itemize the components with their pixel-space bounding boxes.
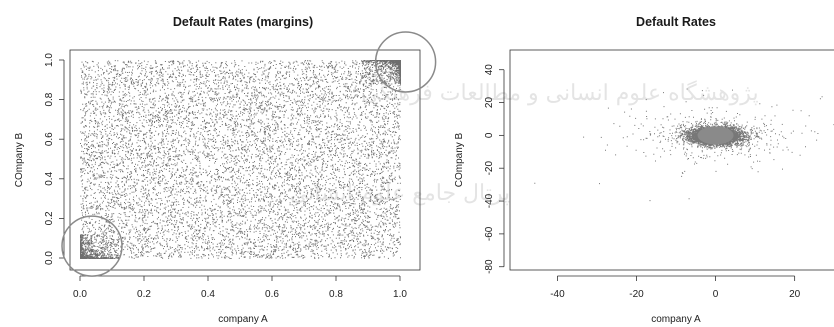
right-y-tick-label: 0 [484,132,495,138]
left-y-axis: 0.0 0.2 0.4 0.6 0.8 1.0 [44,53,65,265]
left-scatter-point-cloud [80,60,401,259]
right-x-axis-label: company A [651,314,701,325]
highlight-circle [374,31,437,93]
right-y-tick-label: 20 [484,97,495,109]
left-x-axis: 0.0 0.2 0.4 0.6 0.8 1.0 [73,275,407,300]
left-chart: Default Rates (margins) 0.0 0.2 0.4 0.6 0.8 1… [14,15,437,325]
right-y-tick-label: 40 [484,64,495,76]
right-y-tick-label: -60 [484,226,495,241]
left-x-tick-label: 0.8 [329,289,343,300]
right-plot-frame [509,49,834,271]
left-x-tick-label: 0.0 [73,289,87,300]
highlight-circle [61,215,123,277]
right-x-tick-label: -20 [629,289,644,300]
watermark: پژوهشگاه علوم انسانی و مطالعات فرهنگی پر… [290,80,759,206]
right-chart: Default Rates -40 -20 0 20 40 20 0 -20 -40 -60 -8… [454,15,834,325]
right-chart-title: Default Rates [636,15,716,29]
right-x-tick-label: 20 [789,289,801,300]
right-scatter-points [534,88,834,202]
left-y-tick-label: 0.0 [44,251,55,265]
right-scatter-point-cloud [534,88,834,202]
left-y-tick-label: 0.4 [44,171,55,185]
right-dense-cluster [697,126,734,145]
right-x-tick-label: -40 [550,289,565,300]
left-y-tick-label: 0.8 [44,92,55,106]
left-x-tick-label: 0.2 [137,289,151,300]
left-chart-title: Default Rates (margins) [173,15,313,29]
left-plot-frame [69,49,421,271]
left-scatter-points [80,60,401,259]
left-highlight-circles [61,31,437,277]
watermark-line-1: پژوهشگاه علوم انسانی و مطالعات فرهنگی [361,80,758,106]
right-y-tick-label: -80 [484,259,495,274]
right-x-tick-label: 0 [713,289,719,300]
right-y-tick-label: -20 [484,161,495,176]
right-x-axis: -40 -20 0 20 [550,275,801,300]
watermark-line-2: پرتال جامع علوم انسانی [290,181,510,206]
left-y-tick-label: 0.2 [44,211,55,225]
right-y-axis-label: COmpany B [454,132,465,187]
left-x-tick-label: 0.4 [201,289,215,300]
left-y-axis-label: COmpany B [14,132,25,187]
right-y-axis: 40 20 0 -20 -40 -60 -80 [484,64,505,274]
left-y-tick-label: 0.6 [44,132,55,146]
left-x-tick-label: 1.0 [393,289,407,300]
left-x-tick-label: 0.6 [265,289,279,300]
right-y-tick-label: -40 [484,193,495,208]
left-x-axis-label: company A [218,314,268,325]
left-y-tick-label: 1.0 [44,53,55,67]
